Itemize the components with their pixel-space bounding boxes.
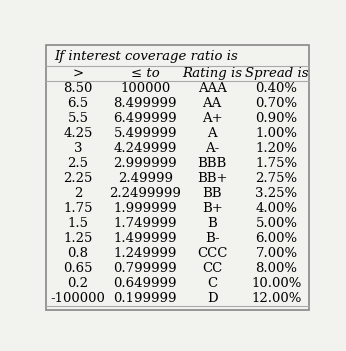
Text: C: C xyxy=(207,277,217,290)
Text: A: A xyxy=(207,127,217,140)
Text: Rating is: Rating is xyxy=(182,67,242,80)
Text: 1.25: 1.25 xyxy=(63,232,93,245)
Text: 10.00%: 10.00% xyxy=(251,277,302,290)
Text: 1.00%: 1.00% xyxy=(256,127,298,140)
Text: 6.499999: 6.499999 xyxy=(113,112,177,125)
Text: 0.90%: 0.90% xyxy=(255,112,298,125)
Text: 2.2499999: 2.2499999 xyxy=(109,187,181,200)
Text: 0.70%: 0.70% xyxy=(255,97,298,110)
Text: 5.00%: 5.00% xyxy=(256,217,298,230)
Text: BBB: BBB xyxy=(198,157,227,170)
Text: 0.65: 0.65 xyxy=(63,262,93,275)
Text: CC: CC xyxy=(202,262,222,275)
Text: 0.799999: 0.799999 xyxy=(113,262,177,275)
Text: 0.40%: 0.40% xyxy=(256,82,298,95)
Text: 2.25: 2.25 xyxy=(63,172,93,185)
Text: 0.199999: 0.199999 xyxy=(113,292,177,305)
Text: 5.499999: 5.499999 xyxy=(113,127,177,140)
Text: AAA: AAA xyxy=(198,82,227,95)
Text: 0.649999: 0.649999 xyxy=(113,277,177,290)
Text: 8.00%: 8.00% xyxy=(256,262,298,275)
Text: 5.5: 5.5 xyxy=(67,112,89,125)
Text: 4.249999: 4.249999 xyxy=(113,142,177,155)
Text: 1.749999: 1.749999 xyxy=(113,217,177,230)
Text: 3.25%: 3.25% xyxy=(255,187,298,200)
Text: 0.2: 0.2 xyxy=(67,277,89,290)
Text: BB+: BB+ xyxy=(197,172,227,185)
Text: AA: AA xyxy=(202,97,222,110)
Text: A+: A+ xyxy=(202,112,222,125)
Text: B-: B- xyxy=(205,232,219,245)
Text: 6.5: 6.5 xyxy=(67,97,89,110)
Text: 12.00%: 12.00% xyxy=(251,292,302,305)
Text: 4.00%: 4.00% xyxy=(256,202,298,215)
Text: 1.499999: 1.499999 xyxy=(113,232,177,245)
Text: 2.5: 2.5 xyxy=(67,157,89,170)
Text: 1.999999: 1.999999 xyxy=(113,202,177,215)
Text: 1.75: 1.75 xyxy=(63,202,93,215)
Text: 100000: 100000 xyxy=(120,82,170,95)
Text: If interest coverage ratio is: If interest coverage ratio is xyxy=(54,50,238,63)
Text: 1.20%: 1.20% xyxy=(256,142,298,155)
Text: 0.8: 0.8 xyxy=(67,247,89,260)
Text: B: B xyxy=(207,217,217,230)
Text: 3: 3 xyxy=(74,142,82,155)
Text: 6.00%: 6.00% xyxy=(255,232,298,245)
Text: D: D xyxy=(207,292,218,305)
Text: >: > xyxy=(73,67,84,80)
Text: 4.25: 4.25 xyxy=(63,127,93,140)
Text: A-: A- xyxy=(205,142,219,155)
Text: 8.499999: 8.499999 xyxy=(113,97,177,110)
Text: 1.5: 1.5 xyxy=(67,217,89,230)
Text: 2.75%: 2.75% xyxy=(255,172,298,185)
Text: BB: BB xyxy=(202,187,222,200)
Text: 1.249999: 1.249999 xyxy=(113,247,177,260)
Text: Spread is: Spread is xyxy=(245,67,308,80)
Text: 1.75%: 1.75% xyxy=(255,157,298,170)
Text: 2.49999: 2.49999 xyxy=(118,172,173,185)
Text: 8.50: 8.50 xyxy=(63,82,93,95)
Text: ≤ to: ≤ to xyxy=(131,67,160,80)
Text: 2: 2 xyxy=(74,187,82,200)
Text: 7.00%: 7.00% xyxy=(255,247,298,260)
Text: B+: B+ xyxy=(202,202,222,215)
Text: 2.999999: 2.999999 xyxy=(113,157,177,170)
Text: CCC: CCC xyxy=(197,247,227,260)
Text: -100000: -100000 xyxy=(51,292,106,305)
